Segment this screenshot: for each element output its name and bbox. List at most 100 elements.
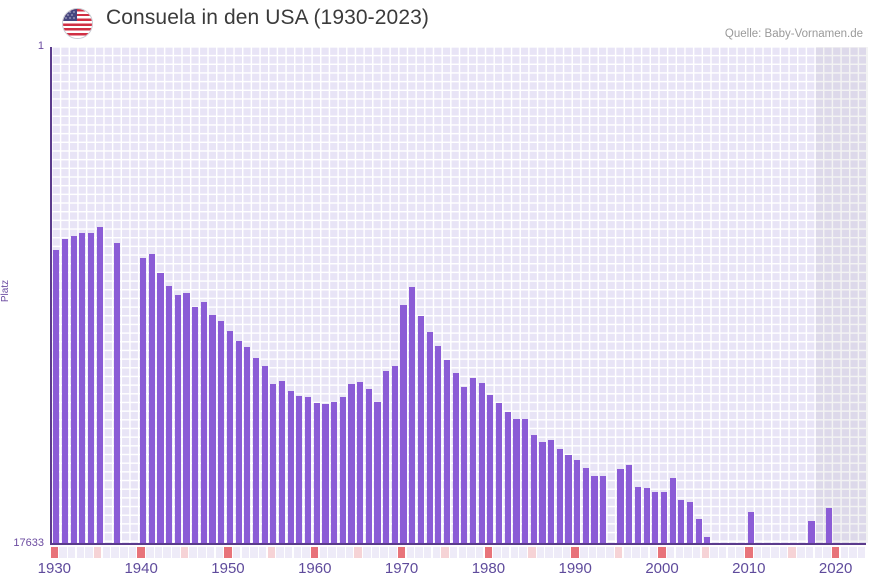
bar [686,502,694,543]
bar [678,499,685,543]
x-axis-tick-label: 2010 [732,560,766,577]
year-marker [128,547,137,558]
year-marker [536,547,545,558]
bar [148,253,155,543]
bar [365,389,372,543]
bar [548,439,555,543]
source-attribution: Quelle: Baby-Vornamen.de [724,28,863,40]
year-marker [762,547,770,558]
bar [400,304,407,543]
bar-series [52,47,866,543]
year-marker [814,547,822,558]
year-marker [59,547,67,558]
year-marker [423,547,432,558]
year-marker [224,547,232,558]
year-marker [805,547,814,558]
year-marker [727,547,736,558]
year-marker [588,547,597,558]
bar [296,396,303,543]
year-marker [432,547,441,558]
year-marker [606,547,614,558]
bar [183,292,190,543]
year-marker [198,547,206,558]
year-marker [146,547,154,558]
year-marker [337,547,345,558]
decade-marker-strip [50,547,866,558]
bar [565,455,572,543]
year-marker [206,547,215,558]
year-marker [76,547,85,558]
year-marker [736,547,744,558]
year-marker [666,547,675,558]
bar [461,387,468,543]
bar [200,302,207,543]
bar [383,371,390,543]
bar [322,403,329,543]
year-marker [406,547,414,558]
year-marker [510,547,519,558]
bar [617,469,624,543]
bar [218,321,225,543]
x-axis-ticks: 1930 1940 1950 1960 1970 1980 1990 2000 2010 2020 [38,560,866,587]
year-marker [120,547,128,558]
year-marker [67,547,76,558]
year-marker [788,547,796,558]
year-marker [493,547,501,558]
bar [669,478,676,543]
year-marker [241,547,250,558]
bar [192,307,199,543]
year-marker [849,547,857,558]
year-marker [597,547,605,558]
bar [313,402,320,543]
flag-canton [63,9,77,21]
bar [435,346,442,543]
year-marker [562,547,571,558]
year-marker [154,547,163,558]
year-marker [502,547,510,558]
year-marker [345,547,354,558]
year-marker [232,547,241,558]
bar [426,331,433,543]
bar [417,315,425,543]
bar [556,449,563,543]
bar [513,418,520,543]
year-marker [137,547,145,558]
bar [825,508,833,543]
bar [114,242,121,543]
bar [278,381,286,543]
year-marker [710,547,718,558]
bar [634,487,642,543]
bar [357,381,364,543]
year-marker [719,547,727,558]
year-marker [857,547,866,558]
bar [244,346,251,543]
year-marker [771,547,779,558]
year-marker [94,547,102,558]
bar [96,226,103,543]
year-marker [545,547,553,558]
year-marker [380,547,388,558]
y-axis-title: Platz [0,279,11,303]
bar [374,401,381,543]
year-marker [354,547,362,558]
year-marker [519,547,527,558]
bar [539,442,546,543]
year-marker [311,547,319,558]
bar [478,382,485,543]
bar [530,435,537,543]
year-marker [831,547,840,558]
year-marker [328,547,336,558]
year-marker [692,547,701,558]
year-marker [319,547,328,558]
x-axis-tick-label: 1940 [124,560,158,577]
year-marker [397,547,406,558]
bar [495,403,503,543]
bar [87,232,95,543]
year-marker [215,547,223,558]
year-marker [102,547,111,558]
year-marker [172,547,180,558]
year-marker [753,547,762,558]
bar [504,412,511,543]
bar [443,360,451,543]
year-marker [840,547,849,558]
